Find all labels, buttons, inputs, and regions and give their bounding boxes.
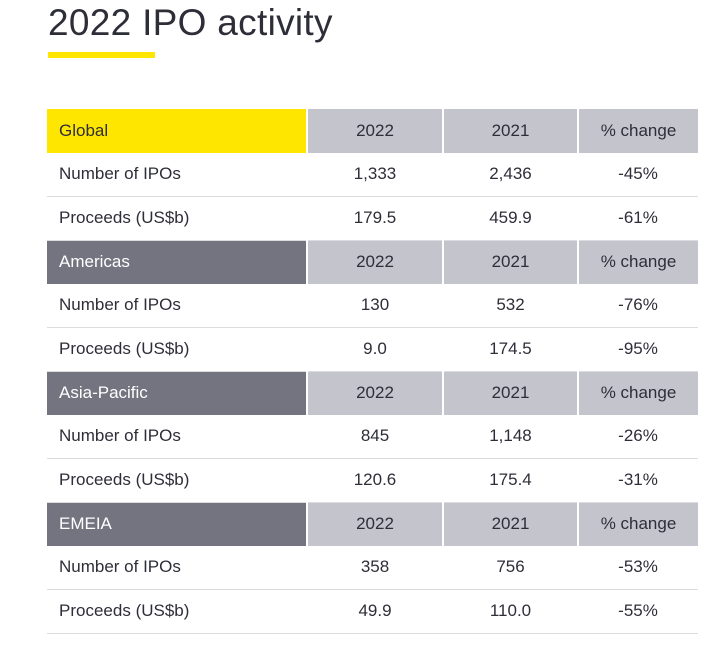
value-2022: 358 (307, 545, 443, 591)
table-row: Proceeds (US$b) 9.0 174.5 -95% (47, 327, 698, 372)
value-2022: 120.6 (307, 458, 443, 503)
value-2021: 175.4 (443, 458, 578, 503)
column-header-2021: 2021 (442, 240, 578, 284)
table-row: Proceeds (US$b) 120.6 175.4 -31% (47, 458, 698, 503)
table-row: Number of IPOs 358 756 -53% (47, 545, 698, 591)
region-name: Global (47, 109, 307, 153)
value-2022: 845 (307, 414, 443, 459)
value-2022: 9.0 (307, 327, 443, 372)
metric-label: Number of IPOs (47, 545, 307, 591)
region-header-americas: Americas 2022 2021 % change (47, 240, 698, 284)
column-header-change: % change (577, 240, 698, 284)
value-2022: 179.5 (307, 196, 443, 241)
table-row: Proceeds (US$b) 179.5 459.9 -61% (47, 196, 698, 241)
region-header-asia-pacific: Asia-Pacific 2022 2021 % change (47, 371, 698, 415)
table-row: Number of IPOs 1,333 2,436 -45% (47, 152, 698, 197)
metric-label: Number of IPOs (47, 152, 307, 197)
value-2021: 2,436 (443, 152, 578, 197)
value-2021: 756 (443, 545, 578, 591)
column-header-2021: 2021 (442, 502, 578, 546)
region-header-global: Global 2022 2021 % change (47, 109, 698, 153)
metric-label: Number of IPOs (47, 283, 307, 328)
ipo-activity-table: Global 2022 2021 % change Number of IPOs… (47, 109, 698, 634)
value-2022: 1,333 (307, 152, 443, 197)
value-2022: 49.9 (307, 589, 443, 634)
metric-unit: (US$b) (135, 208, 190, 228)
metric-unit: (US$b) (135, 601, 190, 621)
title-accent-bar (48, 52, 155, 58)
column-header-change: % change (577, 371, 698, 415)
value-2021: 532 (443, 283, 578, 328)
column-header-2022: 2022 (306, 109, 443, 153)
value-change: -53% (578, 545, 698, 591)
value-2021: 174.5 (443, 327, 578, 372)
table-row: Proceeds (US$b) 49.9 110.0 -55% (47, 589, 698, 634)
region-name: EMEIA (47, 502, 307, 546)
value-change: -95% (578, 327, 698, 372)
page-title: 2022 IPO activity (48, 2, 333, 43)
value-change: -76% (578, 283, 698, 328)
table-row: Number of IPOs 130 532 -76% (47, 283, 698, 328)
value-2021: 459.9 (443, 196, 578, 241)
column-header-change: % change (577, 502, 698, 546)
column-header-2021: 2021 (442, 371, 578, 415)
metric-name: Proceeds (59, 208, 131, 228)
metric-name: Proceeds (59, 601, 131, 621)
column-header-change: % change (577, 109, 698, 153)
metric-name: Proceeds (59, 470, 131, 490)
value-change: -26% (578, 414, 698, 459)
metric-label: Proceeds (US$b) (47, 196, 307, 241)
metric-label: Proceeds (US$b) (47, 458, 307, 503)
column-header-2022: 2022 (306, 371, 443, 415)
metric-unit: (US$b) (135, 339, 190, 359)
value-change: -55% (578, 589, 698, 634)
metric-label: Proceeds (US$b) (47, 327, 307, 372)
metric-label: Proceeds (US$b) (47, 589, 307, 634)
column-header-2022: 2022 (306, 502, 443, 546)
region-header-emeia: EMEIA 2022 2021 % change (47, 502, 698, 546)
region-name: Americas (47, 240, 307, 284)
value-change: -31% (578, 458, 698, 503)
metric-name: Proceeds (59, 339, 131, 359)
value-2021: 110.0 (443, 589, 578, 634)
metric-label: Number of IPOs (47, 414, 307, 459)
table-row: Number of IPOs 845 1,148 -26% (47, 414, 698, 459)
column-header-2021: 2021 (442, 109, 578, 153)
value-change: -45% (578, 152, 698, 197)
value-2022: 130 (307, 283, 443, 328)
column-header-2022: 2022 (306, 240, 443, 284)
value-change: -61% (578, 196, 698, 241)
region-name: Asia-Pacific (47, 371, 307, 415)
metric-unit: (US$b) (135, 470, 190, 490)
value-2021: 1,148 (443, 414, 578, 459)
